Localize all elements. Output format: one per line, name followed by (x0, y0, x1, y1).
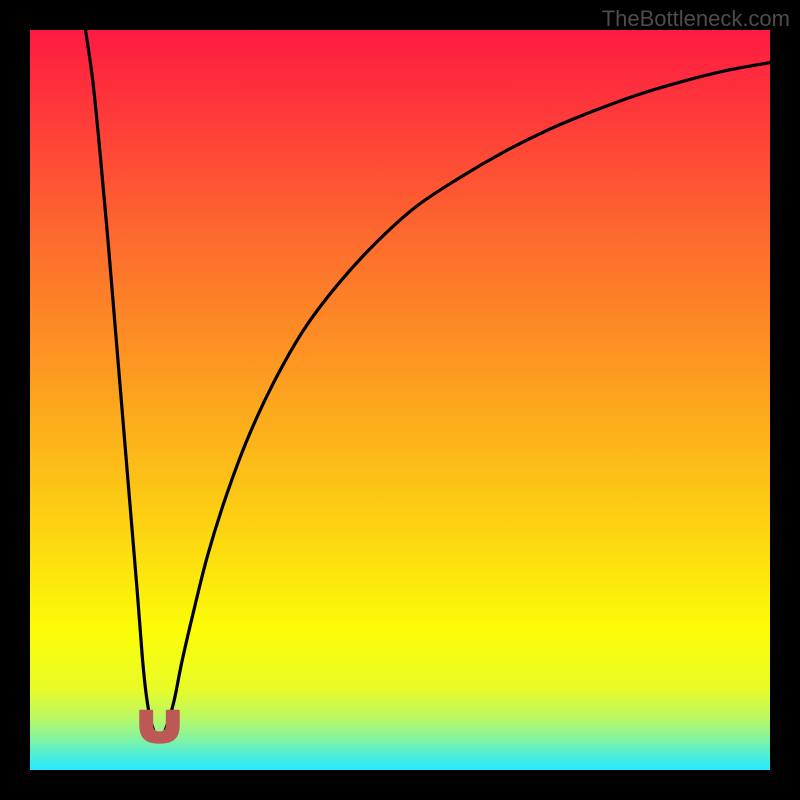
attribution-text: TheBottleneck.com (602, 6, 790, 32)
bottleneck-chart (0, 0, 800, 800)
